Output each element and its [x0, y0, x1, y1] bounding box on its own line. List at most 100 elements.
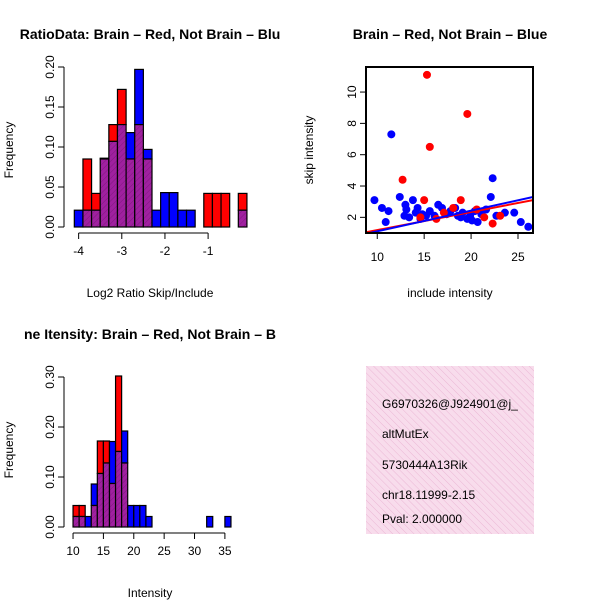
p1-bar-overlap-hatch [238, 210, 247, 227]
p3-bar-overlap-hatch [115, 451, 122, 527]
scatter-y-tick-label: 2 [345, 214, 359, 221]
info-panel: G6970326@J924901@j_ altMutEx 5730444A13R… [366, 366, 534, 534]
scatter-title: Brain – Red, Not Brain – Blue [353, 26, 548, 42]
p1-bar-overlap-hatch [82, 210, 92, 227]
p1-bar-brain [211, 192, 222, 228]
p1-bar-brain [108, 123, 119, 142]
scatter-point-blue [468, 216, 477, 225]
scatter-point-blue [387, 130, 396, 139]
scatter-point-red [420, 196, 429, 205]
scatter-point-red [422, 70, 431, 79]
p1-bar-brain [90, 192, 101, 211]
p1-y-tick-label: 0.20 [43, 55, 57, 79]
p3-x-tick-label: 10 [66, 544, 80, 558]
scatter-point-blue [405, 213, 414, 222]
p1-bar-notbrain [73, 209, 84, 228]
intensity-histogram-title: ne Itensity: Brain – Red, Not Brain – B [24, 326, 276, 342]
scatter-point-red [416, 213, 425, 222]
p1-bar-overlap-hatch [100, 159, 109, 227]
scatter-point-red [480, 213, 489, 222]
p3-bar-overlap-hatch [109, 483, 116, 527]
p1-x-tick-label: -4 [73, 244, 84, 258]
info-line-type: altMutEx [382, 427, 429, 441]
scatter-point-blue [381, 218, 390, 227]
scatter-xlabel: include intensity [407, 286, 492, 300]
p1-bar-notbrain [151, 209, 162, 228]
p3-x-tick-label: 30 [188, 544, 202, 558]
scatter-point-blue [370, 196, 379, 205]
intensity-scatter: Brain – Red, Not Brain – Blue include in… [302, 26, 547, 300]
scatter-point-blue [384, 207, 393, 216]
scatter-point-red [425, 142, 434, 151]
p1-y-tick-label: 0.10 [43, 135, 57, 159]
p3-bar-notbrain [127, 504, 135, 528]
p1-bar-overlap-hatch [134, 124, 144, 227]
info-line-gene: 5730444A13Rik [382, 458, 468, 472]
p3-x-tick-label: 35 [218, 544, 232, 558]
intensity-histogram-xlabel: Intensity [128, 586, 173, 600]
scatter-y-tick-label: 8 [345, 120, 359, 127]
p3-bar-overlap-hatch [91, 505, 98, 527]
scatter-point-blue [510, 208, 519, 217]
scatter-point-red [398, 175, 407, 184]
p3-bar-brain [96, 440, 105, 475]
scatter-point-blue [377, 203, 386, 212]
scatter-point-blue [516, 218, 525, 227]
scatter-point-blue [395, 192, 404, 201]
scatter-y-tick-label: 6 [345, 151, 359, 158]
p1-bar-brain [203, 192, 214, 228]
ratio-histogram-ylabel: Frequency [2, 122, 16, 179]
scatter-ylabel: skip intensity [302, 116, 316, 185]
p3-y-tick-label: 0.20 [43, 415, 57, 439]
p1-bar-overlap-hatch [91, 210, 101, 227]
p1-bar-notbrain [160, 192, 170, 228]
p1-bar-overlap-hatch [126, 159, 135, 227]
fit-line-blue [366, 196, 533, 233]
scatter-point-red [456, 196, 465, 205]
scatter-point-red [463, 109, 472, 118]
p1-bar-notbrain [168, 192, 179, 228]
p3-bar-overlap-hatch [97, 473, 104, 527]
ratio-histogram: RatioData: Brain – Red, Not Brain – Blu … [2, 26, 280, 300]
p3-bar-overlap-hatch [79, 516, 86, 527]
p3-bar-brain [102, 440, 111, 464]
p1-bar-notbrain [142, 148, 153, 160]
p1-bar-notbrain [185, 209, 196, 228]
scatter-point-red [439, 208, 448, 217]
p1-bar-notbrain [134, 68, 144, 126]
p3-bar-brain [72, 504, 80, 518]
p3-bar-notbrain [90, 483, 98, 507]
info-box-background [366, 366, 534, 534]
p1-y-tick-label: 0.15 [43, 95, 57, 119]
p1-bar-brain [220, 192, 231, 228]
p3-y-tick-label: 0.10 [43, 465, 57, 489]
scatter-point-blue [488, 174, 497, 183]
p1-bar-brain [116, 88, 127, 126]
p1-y-tick-label: 0.05 [43, 175, 57, 199]
scatter-point-blue [524, 222, 533, 231]
scatter-x-tick-label: 10 [371, 250, 385, 264]
scatter-point-red [449, 203, 458, 212]
scatter-y-tick-label: 10 [345, 85, 359, 99]
p3-x-tick-label: 25 [157, 544, 171, 558]
p3-bar-notbrain [108, 440, 117, 485]
p1-bar-brain [237, 192, 248, 211]
p3-bar-brain [114, 375, 123, 453]
p3-bar-overlap-hatch [103, 463, 110, 527]
p1-bar-overlap-hatch [143, 159, 152, 227]
ratio-histogram-xlabel: Log2 Ratio Skip/Include [87, 286, 214, 300]
p3-y-tick-label: 0.00 [43, 515, 57, 539]
scatter-x-tick-label: 15 [417, 250, 431, 264]
scatter-point-red [488, 219, 497, 228]
scatter-y-tick-label: 4 [345, 182, 359, 189]
p1-bar-brain [82, 158, 93, 211]
scatter-point-blue [413, 203, 422, 212]
p1-bar-notbrain [125, 132, 136, 160]
ratio-histogram-title: RatioData: Brain – Red, Not Brain – Blu [20, 26, 281, 42]
p3-bar-notbrain [206, 515, 214, 528]
scatter-point-blue [486, 192, 495, 201]
scatter-point-blue [408, 196, 417, 205]
p1-bar-notbrain [177, 209, 188, 228]
p1-bar-overlap-hatch [108, 141, 118, 227]
intensity-histogram: ne Itensity: Brain – Red, Not Brain – B … [2, 326, 276, 600]
